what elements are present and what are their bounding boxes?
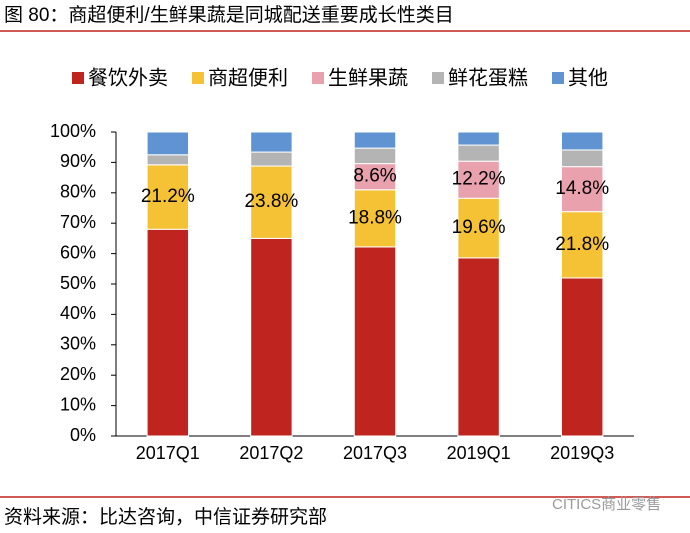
bar-segment xyxy=(560,149,604,168)
legend-label: 鲜花蛋糕 xyxy=(448,66,528,89)
x-tick-label: 2019Q1 xyxy=(447,443,511,463)
x-tick-label: 2017Q3 xyxy=(343,443,407,463)
bar-segment xyxy=(353,189,397,248)
y-tick-label: 80% xyxy=(60,182,96,202)
legend-swatch xyxy=(312,72,324,84)
data-label: 19.6% xyxy=(452,217,506,238)
y-tick-label: 70% xyxy=(60,212,96,232)
x-tick-label: 2017Q2 xyxy=(239,443,303,463)
y-tick-label: 50% xyxy=(60,273,96,293)
y-tick-label: 100% xyxy=(50,121,96,141)
legend-swatch xyxy=(192,72,204,84)
chart-title: 图 80：商超便利/生鲜果蔬是同城配送重要成长性类目 xyxy=(4,4,454,26)
bar-segment xyxy=(250,131,293,153)
bar-segment xyxy=(146,164,190,230)
legend-swatch xyxy=(432,72,444,84)
bar-segment xyxy=(560,131,604,151)
y-tick-label: 10% xyxy=(60,394,96,414)
bar-segment xyxy=(560,166,604,213)
data-label: 21.8% xyxy=(555,234,609,255)
data-label: 23.8% xyxy=(244,191,298,212)
bar-segment xyxy=(353,163,397,191)
y-tick-label: 90% xyxy=(60,151,96,171)
bar-segment xyxy=(457,197,500,259)
legend-label: 商超便利 xyxy=(208,66,288,89)
bar-segment xyxy=(457,131,500,146)
y-tick-label: 20% xyxy=(60,364,96,384)
bar-segment xyxy=(250,165,293,239)
bar-segment xyxy=(250,237,293,437)
data-label: 12.2% xyxy=(452,169,506,190)
bar-segment xyxy=(560,277,604,437)
data-label: 14.8% xyxy=(555,178,609,199)
x-tick-label: 2017Q1 xyxy=(136,443,200,463)
data-label: 8.6% xyxy=(353,166,396,187)
data-label: 18.8% xyxy=(348,207,402,228)
x-tick-label: 2019Q3 xyxy=(550,443,614,463)
legend-label: 生鲜果蔬 xyxy=(328,66,408,89)
data-label: 21.2% xyxy=(141,186,195,207)
source-note: 资料来源：比达咨询，中信证券研究部 xyxy=(4,506,327,528)
watermark: CITICS商业零售 xyxy=(552,496,661,513)
bar-segment xyxy=(146,131,190,156)
bar-segment xyxy=(146,154,190,166)
bar-segment xyxy=(353,131,397,149)
bar-segment xyxy=(457,160,500,199)
bar-segment xyxy=(353,246,397,437)
bar-segment xyxy=(457,144,500,162)
legend-label: 餐饮外卖 xyxy=(88,66,168,89)
y-tick-label: 60% xyxy=(60,242,96,262)
legend-swatch xyxy=(72,72,84,84)
bar-segment xyxy=(250,151,293,167)
y-tick-label: 0% xyxy=(70,425,96,445)
bar-segment xyxy=(457,257,500,437)
legend-label: 其他 xyxy=(568,66,608,89)
bar-segment xyxy=(353,147,397,165)
y-tick-label: 40% xyxy=(60,303,96,323)
legend-swatch xyxy=(552,72,564,84)
y-tick-label: 30% xyxy=(60,334,96,354)
bar-segment xyxy=(146,228,190,437)
